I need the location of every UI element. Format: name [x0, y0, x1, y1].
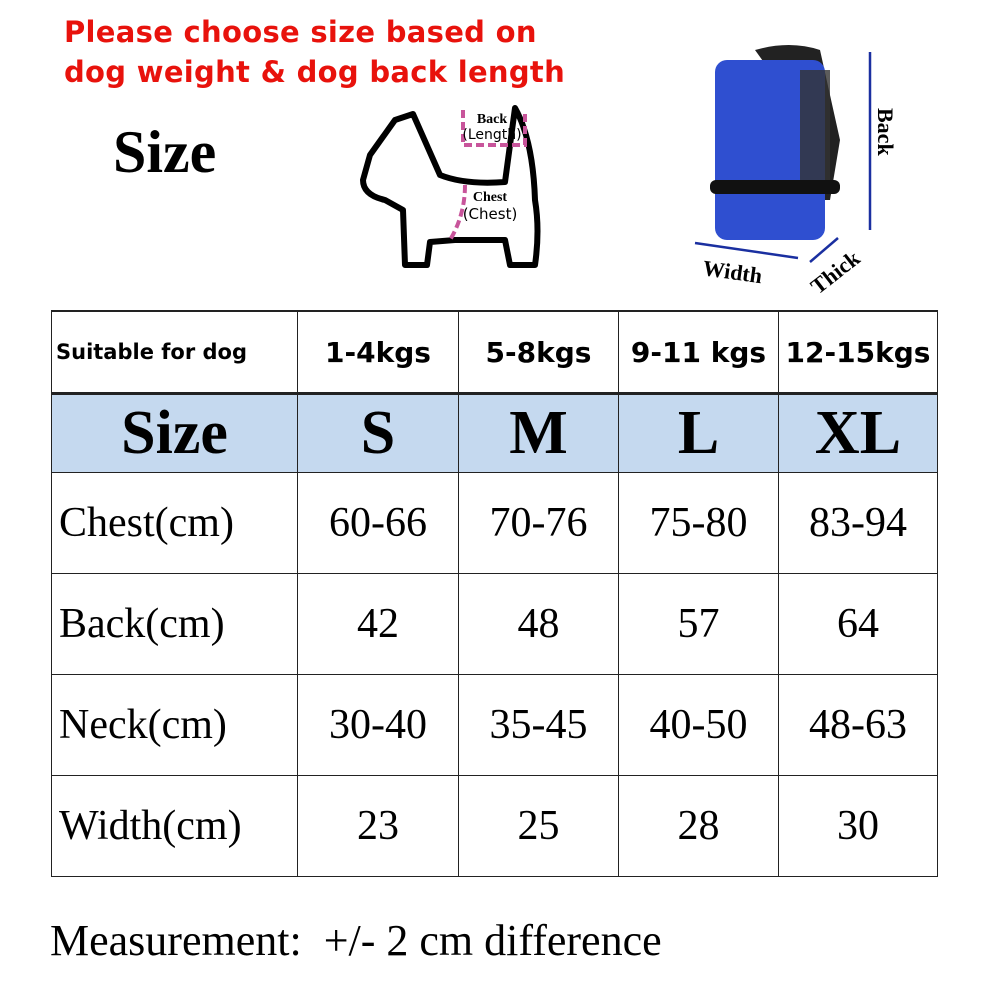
weight-cell: 9-11 kgs — [618, 310, 779, 394]
headline-line-2: dog weight & dog back length — [64, 55, 566, 89]
dog-outline — [360, 105, 541, 268]
table-cell: 75-80 — [618, 472, 779, 574]
row-label: Back(cm) — [51, 573, 298, 675]
row-label: Width(cm) — [51, 775, 298, 877]
back-label: Back — [477, 112, 508, 127]
table-cell: 70-76 — [458, 472, 619, 574]
size-title: Size — [113, 119, 217, 185]
size-cell: M — [458, 392, 619, 473]
chest-label: Chest — [473, 190, 508, 205]
weight-row: Suitable for dog 1-4kgs 5-8kgs 9-11 kgs … — [51, 310, 938, 394]
table-cell: 28 — [618, 775, 779, 877]
row-label: Neck(cm) — [51, 674, 298, 776]
table-row: Neck(cm) 30-40 35-45 40-50 48-63 — [51, 674, 938, 776]
back-dimension-label: Back — [873, 108, 898, 156]
backpack-body — [715, 60, 825, 240]
backpack-diagram: Width Thick Back — [694, 45, 898, 299]
thick-arrow — [809, 237, 839, 263]
weight-cell: 5-8kgs — [458, 310, 619, 394]
back-measure-line — [461, 110, 527, 147]
headline-line-1: Please choose size based on — [64, 15, 537, 49]
size-cell: L — [618, 392, 779, 473]
headline: Please choose size based on dog weight &… — [64, 12, 565, 92]
size-cell: S — [297, 392, 459, 473]
weight-cell: 1-4kgs — [297, 310, 459, 394]
width-label: Width — [701, 255, 763, 288]
table-cell: 48-63 — [778, 674, 938, 776]
table-cell: 35-45 — [458, 674, 619, 776]
table-row: Back(cm) 42 48 57 64 — [51, 573, 938, 675]
table-cell: 30 — [778, 775, 938, 877]
weight-row-label: Suitable for dog — [51, 310, 298, 394]
width-arrow — [694, 241, 799, 260]
size-header-label: Size — [51, 392, 298, 473]
table-row: Chest(cm) 60-66 70-76 75-80 83-94 — [51, 472, 938, 574]
table-cell: 42 — [297, 573, 459, 675]
table-cell: 25 — [458, 775, 619, 877]
table-cell: 48 — [458, 573, 619, 675]
chest-measure-line — [448, 184, 467, 242]
table-cell: 30-40 — [297, 674, 459, 776]
table-cell: 57 — [618, 573, 779, 675]
table-row: Width(cm) 23 25 28 30 — [51, 775, 938, 877]
table-cell: 23 — [297, 775, 459, 877]
table-cell: 60-66 — [297, 472, 459, 574]
dog-diagram: Back (Length) Chest (Chest) — [360, 105, 541, 268]
table-cell: 83-94 — [778, 472, 938, 574]
weight-cell: 12-15kgs — [778, 310, 938, 394]
measurement-note: Measurement: +/- 2 cm difference — [50, 916, 662, 965]
table-cell: 40-50 — [618, 674, 779, 776]
size-cell: XL — [778, 392, 938, 473]
size-table: Suitable for dog 1-4kgs 5-8kgs 9-11 kgs … — [51, 310, 938, 877]
thick-label: Thick — [806, 245, 865, 299]
size-header-row: Size S M L XL — [51, 392, 938, 473]
chest-sub-label: (Chest) — [463, 205, 518, 223]
row-label: Chest(cm) — [51, 472, 298, 574]
back-sub-label: (Length) — [462, 127, 521, 143]
table-cell: 64 — [778, 573, 938, 675]
